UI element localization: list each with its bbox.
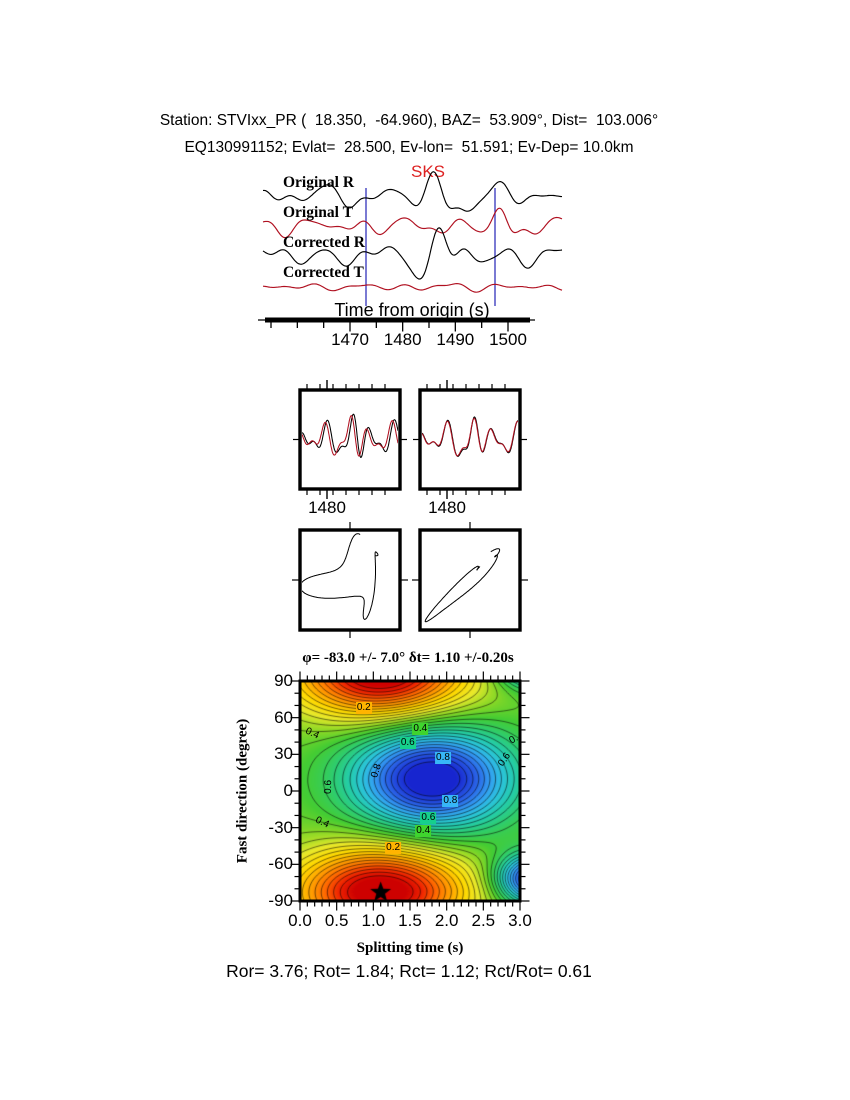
contour-value-label: 0.8 — [442, 794, 459, 807]
trace-label: Original R — [283, 174, 355, 191]
time-tick-label: 1500 — [489, 330, 527, 349]
map-ytick-label: -90 — [268, 891, 293, 910]
map-xlabel: Splitting time (s) — [356, 940, 464, 956]
phase-label-sks: SKS — [411, 162, 446, 181]
map-xtick-label: 2.0 — [434, 911, 459, 930]
map-xtick-label: 0.0 — [288, 911, 312, 930]
contour-value-label: 0.2 — [355, 701, 372, 714]
station-header-line: Station: STVIxx_PR ( 18.350, -64.960), B… — [159, 112, 659, 129]
contour-value-label: 0.4 — [412, 722, 429, 735]
contour-value-label: 0.8 — [435, 752, 451, 764]
panel-left-xtick: 1480 — [308, 498, 346, 517]
map-ytick-label: 90 — [274, 671, 293, 690]
particle-motion-curve — [424, 548, 501, 623]
time-tick-label: 1480 — [383, 330, 422, 349]
contour-value-label: 0.6 — [399, 737, 416, 750]
contour-value-label: 0.6 — [420, 811, 437, 824]
contour-value-label: 0.4 — [415, 825, 432, 838]
panel-box — [298, 388, 402, 491]
map-ytick-label: -60 — [268, 854, 293, 874]
trace-label: Corrected T — [283, 264, 364, 281]
particle-motion-curve — [302, 533, 379, 620]
window-panel-wave — [302, 413, 398, 458]
panel-right-xtick: 1480 — [428, 498, 466, 517]
map-ylabel: Fast direction (degree) — [234, 718, 251, 864]
time-tick-label: 1470 — [331, 330, 369, 349]
map-ytick-label: 0 — [283, 781, 293, 800]
map-xtick-label: 3.0 — [508, 911, 532, 930]
map-xtick-label: 1.5 — [398, 911, 422, 930]
seismogram-trace — [262, 283, 563, 293]
time-tick-label: 1490 — [436, 330, 475, 349]
trace-label: Corrected R — [283, 234, 365, 251]
trace-label: Original T — [283, 204, 353, 221]
map-ytick-label: 60 — [274, 707, 293, 727]
panel-box — [298, 528, 402, 632]
panel-box — [418, 388, 522, 491]
window-panel-wave — [422, 416, 518, 457]
map-ytick-label: -30 — [268, 817, 293, 837]
map-xtick-label: 2.5 — [471, 911, 496, 930]
map-ytick-label: 30 — [274, 744, 293, 764]
map-title: φ= -83.0 +/- 7.0° δt= 1.10 +/-0.20s — [302, 650, 514, 666]
panel-box — [418, 528, 522, 632]
map-xtick-label: 1.0 — [361, 911, 386, 930]
contour-value-label: 0.2 — [385, 842, 402, 855]
contour-value-label: 0.6 — [323, 780, 335, 795]
time-axis-title: Time from origin (s) — [334, 300, 490, 320]
window-panel-wave — [302, 415, 398, 457]
window-panel-wave — [422, 417, 518, 457]
map-xtick-label: 0.5 — [324, 911, 349, 930]
event-header-line: EQ130991152; Evlat= 28.500, Ev-lon= 51.5… — [184, 139, 634, 156]
result-footer: Ror= 3.76; Rot= 1.84; Rct= 1.12; Rct/Rot… — [226, 961, 592, 981]
